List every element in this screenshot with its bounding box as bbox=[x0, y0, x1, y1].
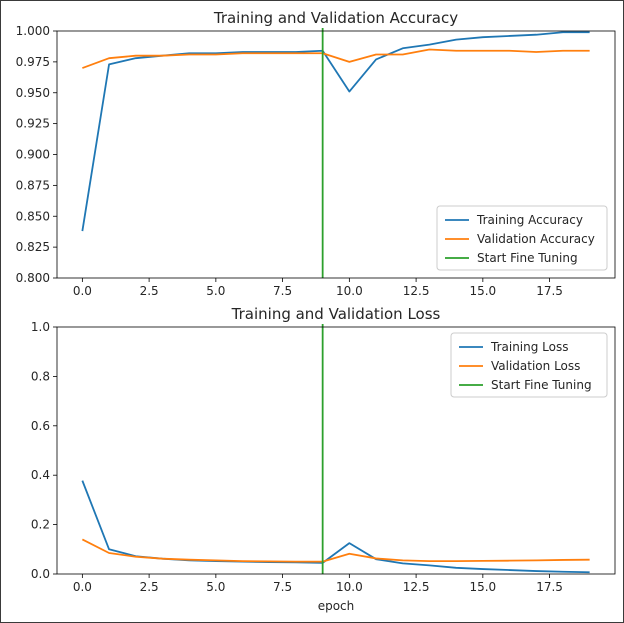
series-line-validation-accuracy bbox=[82, 48, 590, 69]
y-tick-label: 0.975 bbox=[16, 55, 50, 69]
y-tick-label: 0.0 bbox=[31, 567, 50, 581]
y-tick-label: 0.925 bbox=[16, 117, 50, 131]
axes-frame bbox=[56, 326, 616, 575]
x-tick-label: 2.5 bbox=[140, 284, 159, 298]
y-tick-label: 1.0 bbox=[31, 320, 50, 334]
legend-label: Validation Accuracy bbox=[477, 232, 595, 246]
y-tick-label: 0.825 bbox=[16, 240, 50, 254]
series-line-training-accuracy bbox=[81, 31, 590, 232]
y-tick-label: 0.875 bbox=[16, 178, 50, 192]
y-tick-label: 0.900 bbox=[16, 148, 50, 162]
y-tick-label: 0.8 bbox=[31, 369, 50, 383]
legend-label: Start Fine Tuning bbox=[477, 251, 578, 265]
x-tick-label: 12.5 bbox=[403, 284, 430, 298]
x-tick-label: 7.5 bbox=[273, 580, 292, 594]
legend-box bbox=[436, 205, 608, 271]
legend: Training Accuracy Validation Accuracy Star… bbox=[436, 205, 608, 271]
x-tick-label: 10.0 bbox=[336, 284, 363, 298]
x-tick-label: 15.0 bbox=[469, 284, 496, 298]
legend-label: Start Fine Tuning bbox=[491, 378, 592, 392]
x-tick-label: 17.5 bbox=[536, 580, 563, 594]
x-tick-label: 15.0 bbox=[469, 580, 496, 594]
y-tick-label: 0.800 bbox=[16, 271, 50, 285]
y-tick-label: 1.000 bbox=[16, 24, 50, 38]
legend-label: Validation Loss bbox=[491, 359, 580, 373]
chart-title: Training and Validation Loss bbox=[231, 305, 441, 323]
legend-label: Training Loss bbox=[490, 340, 568, 354]
legend: Training Loss Validation Loss Start Fine T… bbox=[450, 332, 608, 398]
y-tick-label: 0.2 bbox=[31, 518, 50, 532]
y-tick-label: 0.4 bbox=[31, 468, 50, 482]
axes-frame bbox=[56, 30, 616, 279]
x-tick-label: 10.0 bbox=[336, 580, 363, 594]
y-tick-label: 0.850 bbox=[16, 209, 50, 223]
x-tick-label: 12.5 bbox=[403, 580, 430, 594]
y-tick-label: 0.950 bbox=[16, 86, 50, 100]
x-tick-label: 17.5 bbox=[536, 284, 563, 298]
legend-label: Training Accuracy bbox=[476, 213, 583, 227]
x-tick-label: 7.5 bbox=[273, 284, 292, 298]
x-tick-label: 5.0 bbox=[206, 284, 225, 298]
x-tick-label: 0.0 bbox=[73, 284, 92, 298]
legend-box bbox=[450, 332, 608, 398]
chart-title: Training and Validation Accuracy bbox=[213, 9, 458, 27]
x-axis-label: epoch bbox=[318, 599, 355, 613]
y-tick-label: 0.6 bbox=[31, 419, 50, 433]
series-line-validation-loss bbox=[81, 538, 590, 563]
x-tick-label: 0.0 bbox=[73, 580, 92, 594]
x-tick-label: 5.0 bbox=[206, 580, 225, 594]
x-tick-label: 2.5 bbox=[140, 580, 159, 594]
